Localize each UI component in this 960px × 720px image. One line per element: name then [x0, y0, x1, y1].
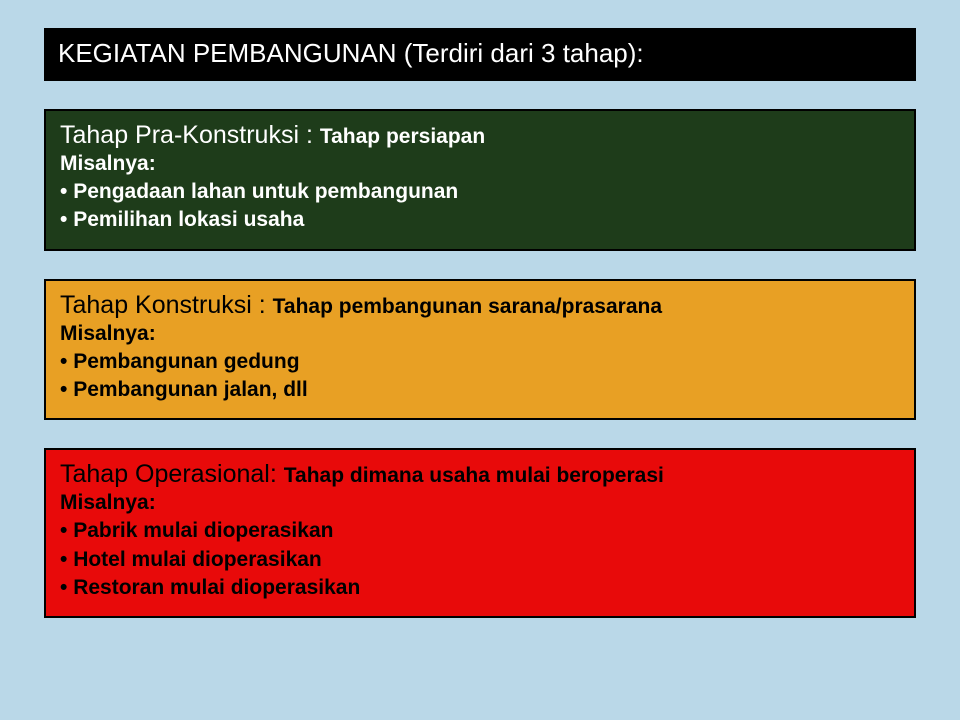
stage-heading: Tahap Konstruksi :: [60, 291, 273, 319]
stage-subheading: Tahap persiapan: [320, 125, 485, 148]
list-item: Pembangunan gedung: [60, 348, 900, 376]
stage-item-list: Pembangunan gedung Pembangunan jalan, dl…: [60, 348, 900, 405]
stage-example-label: Misalnya:: [60, 152, 900, 176]
stage-operational: Tahap Operasional: Tahap dimana usaha mu…: [44, 448, 916, 618]
list-item: Pengadaan lahan untuk pembangunan: [60, 178, 900, 206]
list-item: Pembangunan jalan, dll: [60, 376, 900, 404]
stage-construction: Tahap Konstruksi : Tahap pembangunan sar…: [44, 279, 916, 421]
list-item: Restoran mulai dioperasikan: [60, 574, 900, 602]
stage-pre-construction: Tahap Pra-Konstruksi : Tahap persiapan M…: [44, 109, 916, 251]
list-item: Hotel mulai dioperasikan: [60, 546, 900, 574]
stage-item-list: Pengadaan lahan untuk pembangunan Pemili…: [60, 178, 900, 235]
stage-example-label: Misalnya:: [60, 322, 900, 346]
stage-subheading: Tahap dimana usaha mulai beroperasi: [284, 464, 664, 487]
stage-example-label: Misalnya:: [60, 491, 900, 515]
page-title: KEGIATAN PEMBANGUNAN (Terdiri dari 3 tah…: [44, 28, 916, 81]
stage-item-list: Pabrik mulai dioperasikan Hotel mulai di…: [60, 517, 900, 602]
stage-subheading: Tahap pembangunan sarana/prasarana: [273, 295, 662, 318]
stage-heading: Tahap Operasional:: [60, 460, 284, 488]
list-item: Pabrik mulai dioperasikan: [60, 517, 900, 545]
stage-heading: Tahap Pra-Konstruksi :: [60, 121, 320, 149]
list-item: Pemilihan lokasi usaha: [60, 206, 900, 234]
